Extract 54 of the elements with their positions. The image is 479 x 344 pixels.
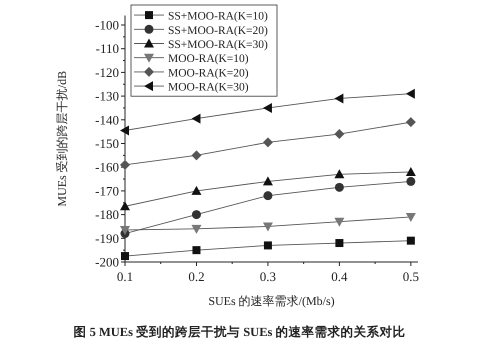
point xyxy=(262,222,273,232)
x-tick-label: 0.4 xyxy=(331,269,348,284)
x-tick-label: 0.5 xyxy=(402,269,419,284)
legend-label: SS+MOO-RA(K=20) xyxy=(168,24,268,37)
y-tick-label: -200 xyxy=(95,254,119,270)
point xyxy=(264,241,272,250)
point xyxy=(121,252,129,260)
point xyxy=(334,182,344,192)
legend-label: MOO-RA(K=30) xyxy=(168,82,249,94)
y-tick-label: -160 xyxy=(95,160,119,175)
y-tick-label: -110 xyxy=(96,41,119,56)
point xyxy=(406,117,416,128)
point xyxy=(120,201,130,210)
point xyxy=(406,88,415,99)
point xyxy=(191,224,202,234)
point xyxy=(334,218,344,227)
y-tick-label: -130 xyxy=(95,88,119,104)
y-tick-label: -100 xyxy=(95,18,119,32)
point xyxy=(262,176,273,186)
x-axis-title: SUEs 的速率需求/(Mb/s) xyxy=(208,294,335,308)
point xyxy=(263,191,272,200)
point xyxy=(120,125,129,136)
y-tick-label: -120 xyxy=(95,64,119,80)
point xyxy=(120,160,130,170)
point xyxy=(191,114,200,124)
legend-label: SS+MOO-RA(K=10) xyxy=(168,10,268,23)
legend-label: MOO-RA(K=10) xyxy=(168,53,249,66)
point xyxy=(406,236,415,245)
point xyxy=(192,210,201,220)
y-tick-label: -190 xyxy=(95,230,119,246)
point xyxy=(334,93,344,104)
point xyxy=(262,102,272,113)
text: 图 5 MUEs 受到的跨层干扰与 SUEs 的速率需求的关系对比 xyxy=(73,324,406,339)
x-tick-label: 0.1 xyxy=(116,269,134,284)
y-axis-title: MUEs 受到的跨层干扰/dB xyxy=(55,70,69,207)
legend-label: MOO-RA(K=20) xyxy=(168,67,249,80)
point xyxy=(406,212,416,222)
legend-label: SS+MOO-RA(K=30) xyxy=(168,39,268,51)
point xyxy=(192,246,200,254)
point xyxy=(334,169,344,178)
y-tick-label: -180 xyxy=(95,207,119,222)
point xyxy=(406,176,416,186)
point xyxy=(334,129,344,140)
x-tick-label: 0.2 xyxy=(188,269,205,284)
point xyxy=(191,150,202,160)
point xyxy=(120,226,130,236)
point xyxy=(406,166,416,176)
point xyxy=(335,239,344,248)
x-tick-label: 0.3 xyxy=(260,269,276,284)
y-tick-label: -150 xyxy=(95,136,119,151)
y-tick-label: -170 xyxy=(95,183,119,198)
y-tick-label: -140 xyxy=(95,112,119,128)
point xyxy=(191,186,202,195)
point xyxy=(262,137,273,148)
